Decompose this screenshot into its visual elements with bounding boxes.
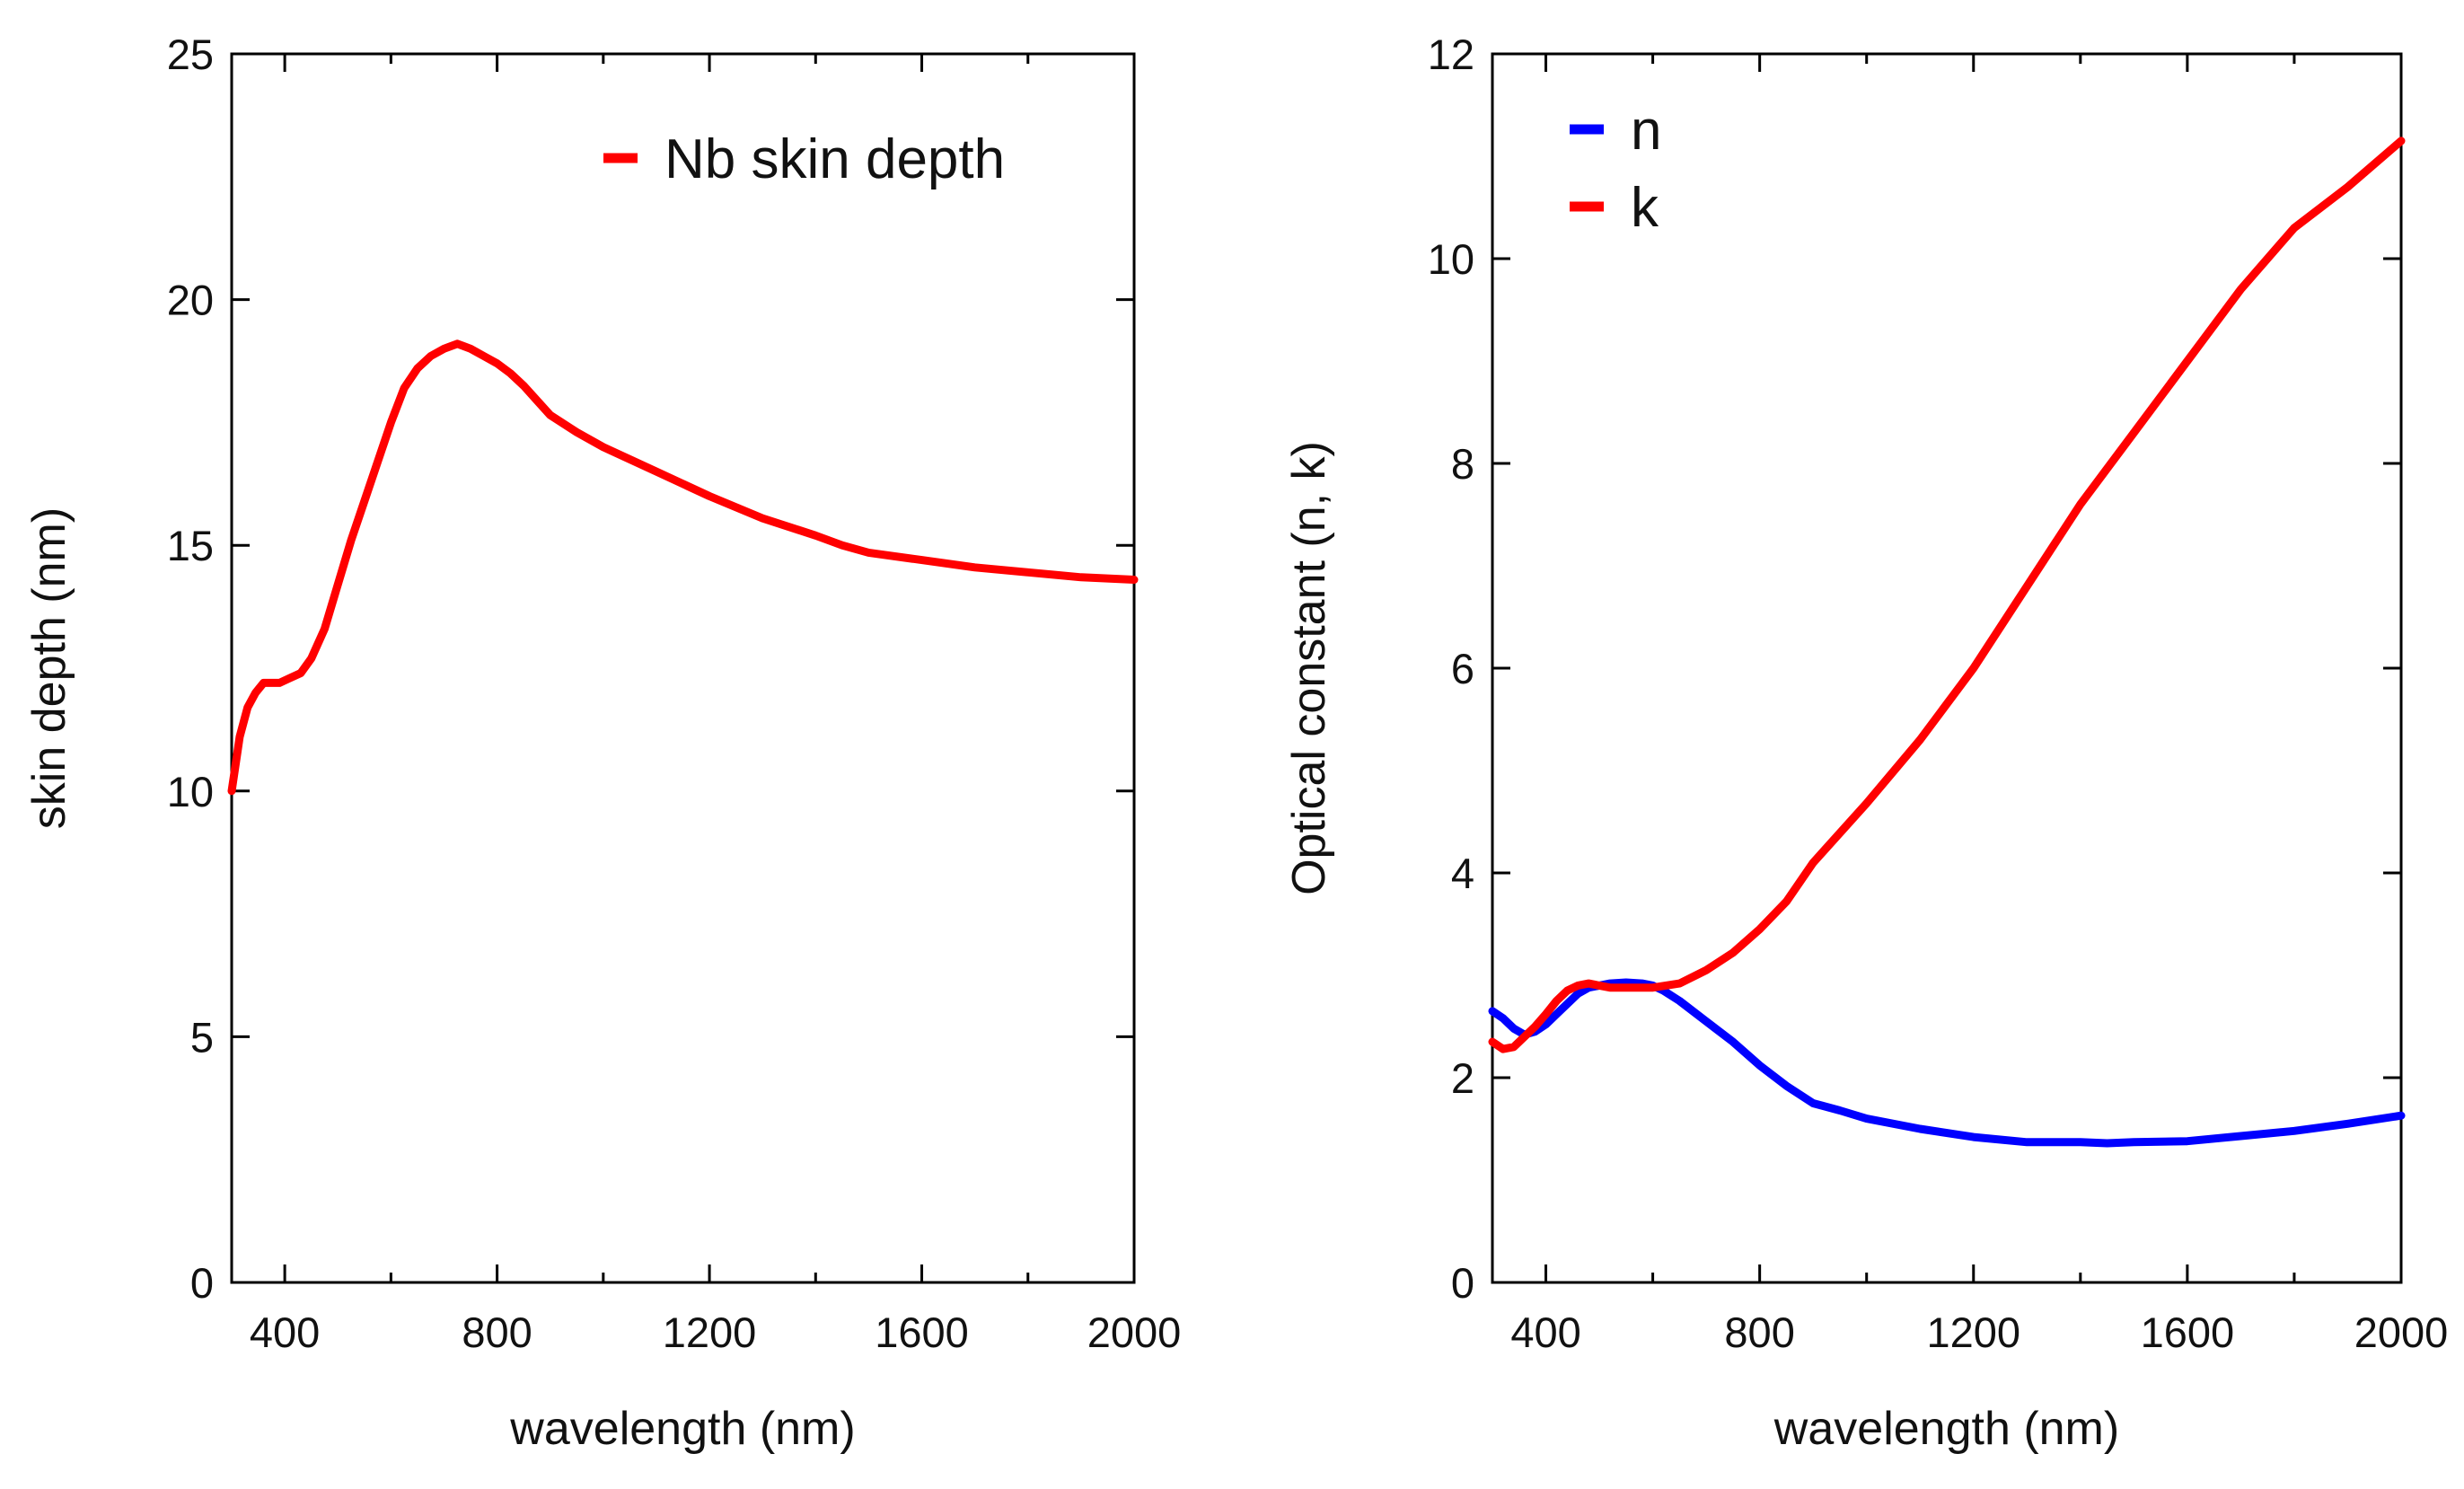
x-tick-label: 400 — [1510, 1308, 1580, 1356]
plot-frame — [230, 52, 1136, 1284]
legend-label: n — [1631, 100, 1661, 162]
y-tick-label: 25 — [167, 31, 214, 78]
y-tick-label: 12 — [1428, 31, 1474, 78]
y-tick-label: 8 — [1451, 440, 1474, 488]
y-axis-title: Optical constant (n, k) — [1283, 441, 1335, 895]
skin-depth-chart: 400 800 1200 1600 2000 0 5 10 15 20 25 wavelength (… — [23, 31, 1181, 1455]
x-tick-label: 400 — [250, 1308, 320, 1356]
series-line-n — [1488, 978, 2406, 1148]
series-line-nb-skin-depth — [227, 339, 1139, 796]
y-tick-label: 15 — [167, 522, 214, 569]
x-tick-label: 1200 — [663, 1308, 757, 1356]
x-tick-label: 1600 — [875, 1308, 969, 1356]
x-tick-label: 2000 — [1087, 1308, 1182, 1356]
x-tick-label: 800 — [1724, 1308, 1794, 1356]
y-tick-label: 4 — [1451, 850, 1474, 897]
y-tick-label: 10 — [1428, 235, 1474, 283]
x-tick-label: 800 — [462, 1308, 532, 1356]
x-tick-label: 1600 — [2141, 1308, 2235, 1356]
y-tick-label: 5 — [190, 1013, 214, 1061]
y-tick-label: 20 — [167, 277, 214, 324]
y-tick-label: 10 — [167, 768, 214, 815]
y-tick-label: 2 — [1451, 1054, 1474, 1102]
x-tick-label: 1200 — [1926, 1308, 2020, 1356]
y-tick-label: 0 — [1451, 1259, 1474, 1307]
x-tick-label: 2000 — [2354, 1308, 2449, 1356]
legend-label: k — [1631, 177, 1659, 239]
y-tick-label: 6 — [1451, 645, 1474, 692]
y-axis-title: skin depth (nm) — [23, 507, 75, 829]
x-axis-title: wavelength (nm) — [1773, 1403, 2119, 1455]
legend-label: Nb skin depth — [664, 128, 1005, 190]
x-axis-title: wavelength (nm) — [509, 1403, 855, 1455]
plot-frame — [1491, 52, 2403, 1284]
optical-constant-chart: 400 800 1200 1600 2000 0 2 4 6 8 10 12 wavelength (n… — [1283, 31, 2448, 1455]
y-tick-label: 0 — [190, 1259, 214, 1307]
series-line-k — [1488, 137, 2406, 1053]
